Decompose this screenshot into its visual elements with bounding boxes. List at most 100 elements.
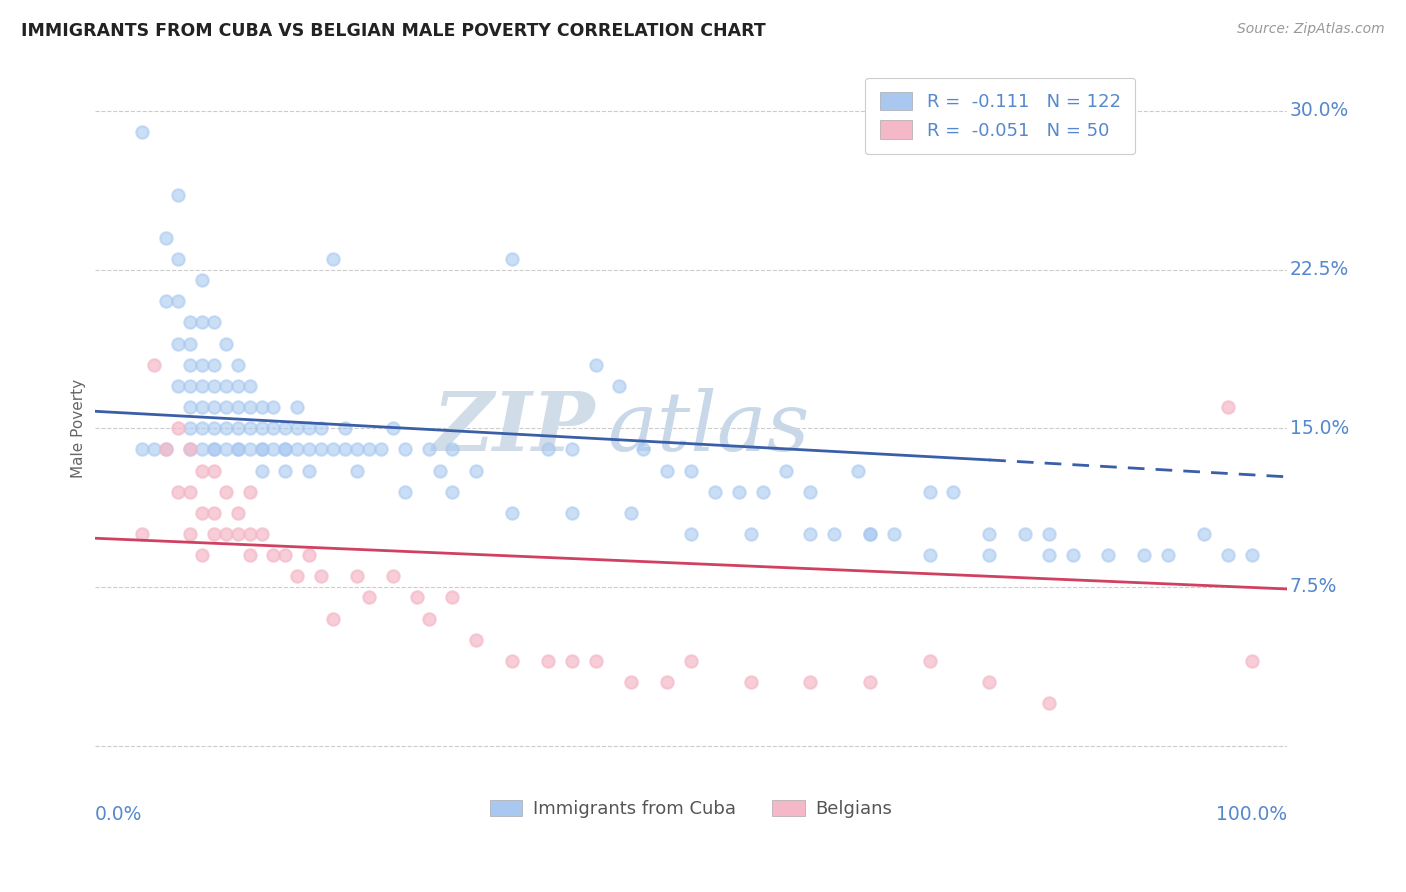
Point — [202, 506, 225, 520]
Point — [202, 463, 225, 477]
Point — [441, 484, 464, 499]
Point — [285, 400, 308, 414]
Point — [859, 527, 882, 541]
Point — [823, 527, 845, 541]
Point — [274, 421, 297, 435]
Point — [585, 358, 607, 372]
Point — [191, 506, 214, 520]
Point — [167, 294, 190, 309]
Point — [537, 442, 560, 457]
Point — [561, 506, 583, 520]
Point — [357, 442, 380, 457]
Point — [655, 675, 678, 690]
Point — [179, 527, 201, 541]
Point — [215, 421, 238, 435]
Point — [727, 484, 749, 499]
Point — [679, 527, 702, 541]
Point — [298, 442, 321, 457]
Point — [333, 421, 356, 435]
Point — [179, 358, 201, 372]
Point — [298, 421, 321, 435]
Point — [441, 591, 464, 605]
Point — [239, 442, 262, 457]
Text: 0.0%: 0.0% — [94, 805, 142, 824]
Point — [679, 654, 702, 668]
Point — [751, 484, 773, 499]
Text: 30.0%: 30.0% — [1289, 102, 1348, 120]
Point — [226, 358, 249, 372]
Point — [274, 442, 297, 457]
Point — [167, 484, 190, 499]
Point — [191, 358, 214, 372]
Point — [799, 484, 821, 499]
Point — [155, 294, 177, 309]
Point — [859, 527, 882, 541]
Point — [501, 654, 523, 668]
Point — [202, 315, 225, 329]
Point — [703, 484, 725, 499]
Point — [561, 442, 583, 457]
Point — [239, 400, 262, 414]
Point — [381, 569, 404, 583]
Point — [179, 315, 201, 329]
Text: IMMIGRANTS FROM CUBA VS BELGIAN MALE POVERTY CORRELATION CHART: IMMIGRANTS FROM CUBA VS BELGIAN MALE POV… — [21, 22, 766, 40]
Point — [609, 379, 631, 393]
Point — [215, 442, 238, 457]
Point — [191, 463, 214, 477]
Point — [799, 527, 821, 541]
Point — [179, 442, 201, 457]
Point — [202, 379, 225, 393]
Point — [226, 400, 249, 414]
Point — [405, 591, 427, 605]
Point — [846, 463, 869, 477]
Point — [215, 527, 238, 541]
Point — [1038, 696, 1060, 710]
Point — [250, 463, 273, 477]
Point — [274, 548, 297, 562]
Point — [226, 442, 249, 457]
Point — [202, 421, 225, 435]
Point — [215, 400, 238, 414]
Point — [585, 654, 607, 668]
Point — [740, 675, 762, 690]
Point — [979, 675, 1001, 690]
Point — [202, 442, 225, 457]
Text: 100.0%: 100.0% — [1216, 805, 1288, 824]
Text: atlas: atlas — [607, 388, 810, 468]
Point — [274, 463, 297, 477]
Point — [250, 442, 273, 457]
Point — [250, 442, 273, 457]
Point — [285, 569, 308, 583]
Point — [226, 421, 249, 435]
Point — [1240, 548, 1263, 562]
Point — [226, 379, 249, 393]
Point — [537, 654, 560, 668]
Text: 15.0%: 15.0% — [1289, 418, 1348, 438]
Point — [131, 527, 153, 541]
Point — [226, 527, 249, 541]
Point — [179, 421, 201, 435]
Point — [167, 336, 190, 351]
Point — [775, 463, 797, 477]
Point — [131, 442, 153, 457]
Point — [167, 421, 190, 435]
Point — [143, 358, 166, 372]
Point — [346, 463, 368, 477]
Point — [167, 252, 190, 266]
Point — [202, 527, 225, 541]
Text: 7.5%: 7.5% — [1289, 577, 1337, 597]
Point — [501, 506, 523, 520]
Point — [429, 463, 451, 477]
Point — [979, 527, 1001, 541]
Point — [263, 442, 285, 457]
Point — [346, 442, 368, 457]
Point — [285, 421, 308, 435]
Point — [191, 379, 214, 393]
Point — [155, 442, 177, 457]
Point — [883, 527, 905, 541]
Point — [322, 612, 344, 626]
Point — [357, 591, 380, 605]
Point — [179, 379, 201, 393]
Point — [155, 231, 177, 245]
Point — [179, 400, 201, 414]
